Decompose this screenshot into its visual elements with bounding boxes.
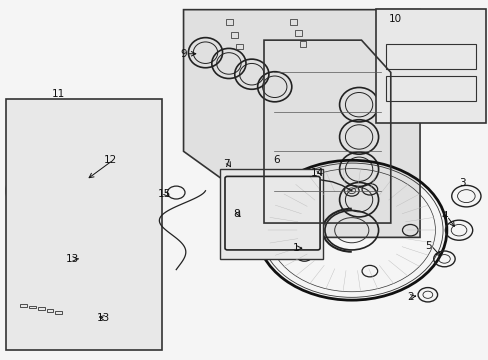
Bar [385,76,475,101]
Bar [226,19,233,25]
Text: 7: 7 [223,159,229,169]
Bar [385,44,475,69]
Bar [289,19,296,25]
Bar [220,169,322,259]
Text: 2: 2 [406,292,413,302]
Text: 12: 12 [103,155,117,165]
Text: 4: 4 [440,211,447,221]
Bar [5,99,161,350]
Bar [55,311,62,314]
Text: 3: 3 [458,178,465,188]
Bar [299,41,306,46]
Bar [231,32,238,38]
Text: 11: 11 [52,89,65,99]
Text: 13: 13 [96,313,109,323]
Text: 10: 10 [388,14,402,24]
Bar [38,307,44,310]
Bar [375,9,485,123]
Bar [294,30,301,36]
Text: 9: 9 [180,49,186,59]
Text: 6: 6 [272,155,279,165]
Bar [20,304,27,307]
Text: 14: 14 [310,168,324,178]
Text: 15: 15 [157,189,170,199]
Text: 13: 13 [66,254,80,264]
Bar [236,44,243,49]
Text: 5: 5 [425,240,431,251]
Text: 8: 8 [232,209,239,219]
Bar [46,309,53,312]
Text: 1: 1 [292,243,298,253]
Polygon shape [183,10,419,237]
Bar [29,306,36,309]
